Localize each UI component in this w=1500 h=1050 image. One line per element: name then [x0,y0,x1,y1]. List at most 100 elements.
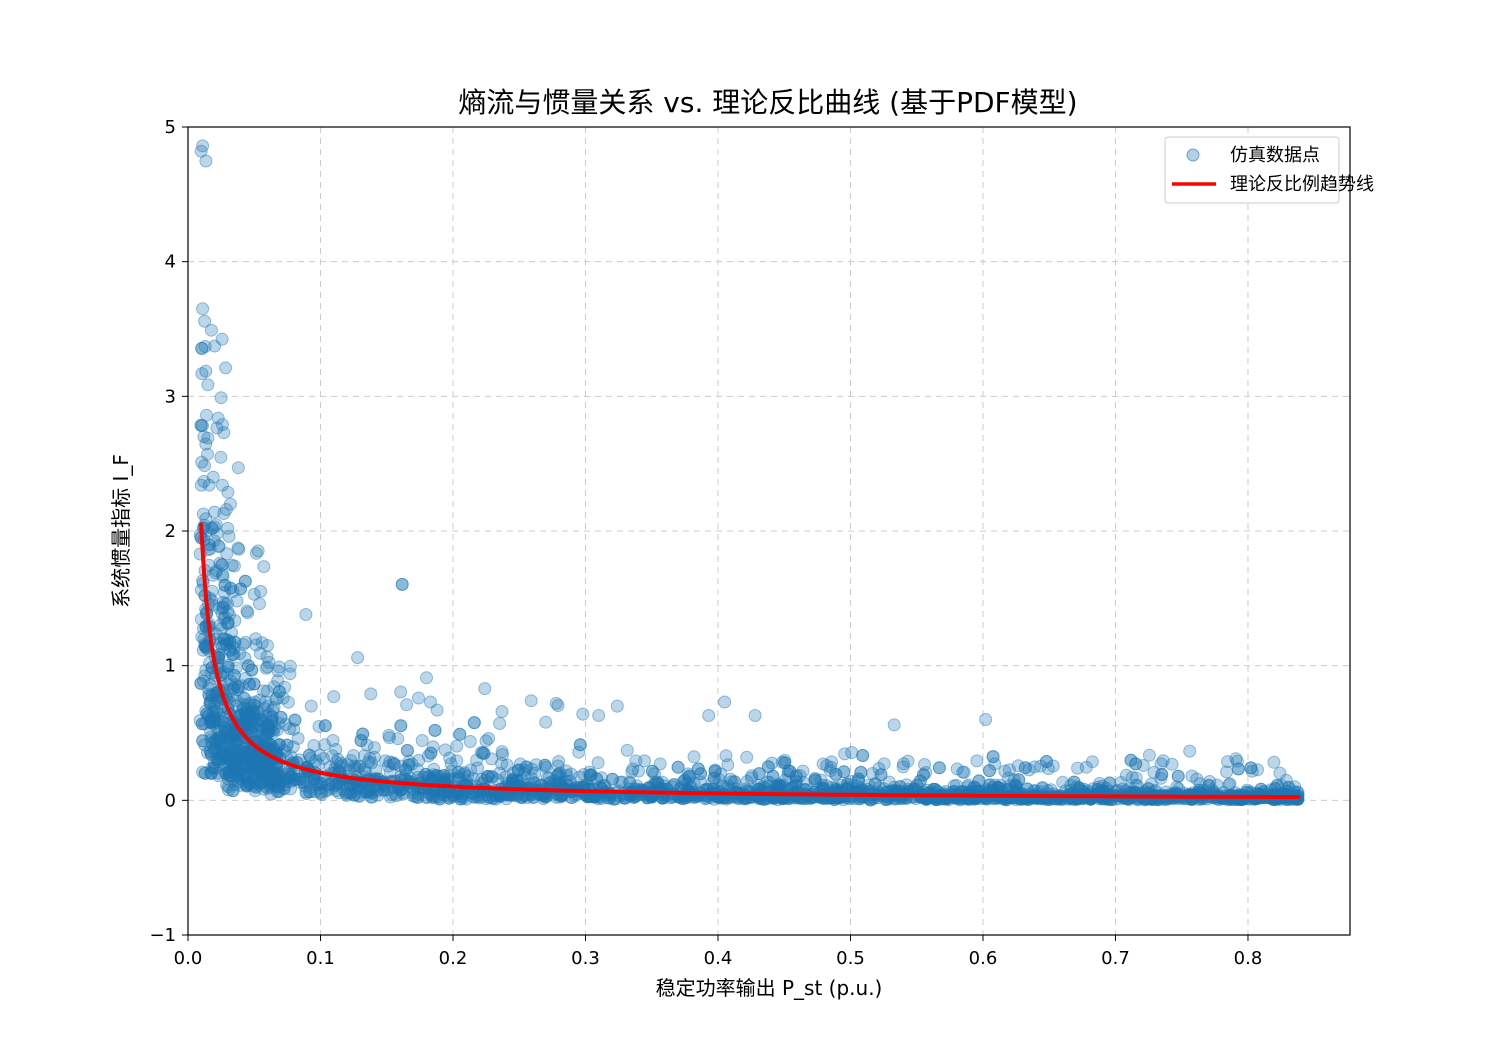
scatter-point [200,707,214,721]
scatter-point [283,771,296,785]
scatter-point [625,765,639,779]
scatter-point [218,610,232,624]
scatter-point [254,713,268,727]
scatter-point [299,608,313,621]
scatter-point [322,778,336,792]
scatter-point [260,684,274,698]
scatter-point [258,701,272,715]
scatter-point [229,768,243,782]
scatter-point [308,778,322,792]
scatter-point [553,776,567,790]
scatter-point [202,689,216,703]
scatter-point [326,734,340,747]
scatter-point [352,759,366,773]
scatter-point [246,725,259,739]
scatter-point [227,647,241,661]
scatter-point [552,755,566,768]
scatter-point [515,773,529,787]
scatter-point [250,757,264,770]
scatter-point [229,735,243,749]
scatter-point [239,671,253,685]
scatter-point [367,741,381,755]
scatter-point [211,707,225,721]
scatter-point [249,768,263,782]
scatter-point [979,713,993,726]
scatter-point [991,780,1005,794]
scatter-point [271,674,285,688]
scatter-point [279,718,293,731]
scatter-point [421,749,435,763]
scatter-point [442,791,456,805]
scatter-point [280,775,294,788]
scatter-point [195,455,209,469]
scatter-point [840,777,854,791]
scatter-point [887,718,901,732]
scatter-point [329,743,343,756]
scatter-point [208,714,221,728]
scatter-point [740,750,754,764]
scatter-point [838,747,852,761]
scatter-point [270,768,284,782]
scatter-point [212,539,225,553]
scatter-point [261,758,275,772]
scatter-point [281,695,295,709]
scatter-point [382,728,396,742]
scatter-point [367,750,381,764]
scatter-point [342,786,356,800]
scatter-point [485,752,499,766]
scatter-point [231,683,245,697]
scatter-point [511,764,525,778]
scatter-point [681,767,695,781]
scatter-point [259,732,273,746]
scatter-point [265,719,279,733]
scatter-point [243,712,257,726]
scatter-point [493,766,507,780]
scatter-point [1040,755,1053,768]
scatter-point [708,763,722,777]
scatter-point [262,762,276,775]
scatter-point [198,314,212,328]
scatter-point [243,706,257,720]
scatter-point [1220,765,1234,779]
scatter-point [243,745,257,759]
x-axis-label: 稳定功率输出 P_st (p.u.) [656,976,883,1000]
scatter-point [196,302,210,316]
scatter-point [428,770,442,784]
scatter-point [241,757,255,771]
scatter-point [201,378,215,392]
scatter-point [237,768,251,782]
x-tick-label: 0.5 [836,948,865,969]
scatter-point [228,733,241,747]
scatter-point [231,750,245,764]
scatter-point [796,764,810,778]
scatter-point [489,792,503,806]
scatter-point [244,754,258,768]
scatter-point [351,782,364,795]
scatter-point [233,761,247,775]
scatter-point [302,785,316,799]
scatter-point [1129,771,1143,785]
scatter-point [428,723,442,737]
scatter-point [240,748,254,762]
scatter-point [781,764,795,778]
scatter-point [551,759,565,773]
scatter-point [270,691,284,705]
scatter-point [220,597,234,611]
scatter-point [510,773,524,787]
scatter-point [467,716,481,730]
scatter-point [221,660,235,674]
scatter-point [610,699,624,713]
scatter-point [444,764,458,778]
scatter-point [283,667,297,681]
scatter-point [230,764,244,778]
scatter-point [304,699,318,713]
scatter-point [1223,777,1237,791]
scatter-point [215,558,229,572]
scatter-point [193,714,207,727]
scatter-point [207,761,221,775]
scatter-point [241,748,255,762]
scatter-point [266,766,280,780]
scatter-point [226,761,240,775]
scatter-point [412,691,425,705]
scatter-point [236,638,250,651]
